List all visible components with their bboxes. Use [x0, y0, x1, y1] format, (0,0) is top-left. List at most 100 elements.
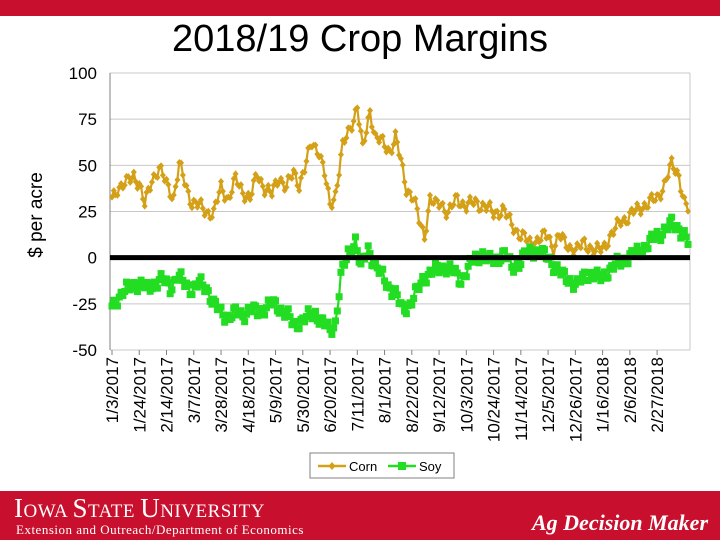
- soy-point: [515, 264, 523, 272]
- soy-point: [393, 291, 401, 299]
- corn-point: [301, 168, 308, 176]
- soy-point: [371, 259, 379, 267]
- x-tick-label: 9/12/2017: [430, 357, 449, 433]
- soy-point: [551, 264, 559, 272]
- soy-point: [115, 293, 123, 301]
- corn-point: [434, 196, 441, 204]
- corn-point: [121, 181, 128, 189]
- soy-point: [564, 279, 572, 287]
- corn-point: [172, 183, 179, 191]
- corn-point: [668, 154, 675, 162]
- soy-point: [430, 268, 438, 276]
- corn-line: [110, 105, 690, 259]
- corn-point: [368, 123, 375, 131]
- corn-point: [577, 244, 584, 252]
- corn-point: [138, 182, 145, 190]
- corn-point: [183, 182, 190, 190]
- corn-point: [508, 221, 515, 229]
- soy-point: [137, 276, 145, 284]
- corn-point: [399, 161, 406, 169]
- corn-point: [294, 182, 301, 190]
- y-axis-ticks: -50 -25 0 25 50 75 100: [69, 64, 97, 360]
- soy-point: [275, 309, 283, 317]
- corn-point: [208, 213, 215, 221]
- soy-point: [668, 213, 676, 221]
- soy-point: [237, 307, 245, 315]
- corn-point: [477, 206, 484, 214]
- soy-point: [568, 279, 576, 287]
- corn-point: [379, 132, 386, 140]
- soy-point: [304, 305, 312, 313]
- corn-point: [330, 196, 337, 204]
- soy-point: [433, 261, 441, 269]
- corn-point: [463, 207, 470, 215]
- soy-point: [133, 288, 141, 296]
- soy-point: [470, 258, 478, 266]
- soy-point: [346, 246, 354, 254]
- corn-point: [645, 203, 652, 211]
- soy-point: [261, 311, 269, 319]
- soy-point: [315, 320, 323, 328]
- x-tick-label: 8/1/2017: [376, 357, 395, 423]
- soy-point: [497, 257, 505, 265]
- soy-point: [680, 227, 688, 235]
- x-tick-label: 5/30/2017: [294, 357, 313, 433]
- soy-point: [221, 318, 229, 326]
- soy-point: [181, 283, 189, 291]
- soy-point: [333, 307, 341, 315]
- corn-point: [443, 214, 450, 222]
- corn-point: [265, 181, 272, 189]
- corn-point: [228, 188, 235, 196]
- soy-point: [593, 266, 601, 274]
- corn-point: [666, 161, 673, 169]
- corn-point: [445, 208, 452, 216]
- legend-soy-marker: [398, 462, 406, 470]
- corn-point: [454, 191, 461, 199]
- corn-point: [163, 175, 170, 183]
- corn-point: [297, 174, 304, 182]
- soy-point: [528, 249, 536, 257]
- corn-point: [250, 176, 257, 184]
- soy-point: [299, 314, 307, 322]
- soy-point: [155, 276, 163, 284]
- corn-point: [179, 171, 186, 179]
- soy-point: [282, 309, 290, 317]
- soy-point: [553, 261, 561, 269]
- corn-point: [652, 196, 659, 204]
- soy-point: [328, 330, 336, 338]
- corn-point: [501, 205, 508, 213]
- soy-point: [312, 307, 320, 315]
- corn-point: [592, 247, 599, 255]
- soy-point: [322, 322, 330, 330]
- soy-point: [235, 311, 243, 319]
- corn-point: [147, 186, 154, 194]
- soy-point: [357, 260, 365, 268]
- x-tick-label: 4/18/2017: [239, 357, 258, 433]
- legend-soy-label: Soy: [419, 459, 442, 474]
- soy-point: [295, 325, 303, 333]
- soy-point: [410, 294, 418, 302]
- corn-point: [685, 207, 691, 215]
- soy-point: [144, 280, 152, 288]
- soy-point: [141, 284, 149, 292]
- soy-point: [646, 234, 654, 242]
- soy-point: [426, 266, 434, 274]
- soy-point: [199, 281, 207, 289]
- corn-point: [365, 113, 372, 121]
- corn-point: [376, 138, 383, 146]
- corn-point: [283, 183, 290, 191]
- soy-point: [375, 269, 383, 277]
- x-tick-label: 1/3/2017: [103, 357, 122, 423]
- corn-point: [526, 234, 533, 242]
- soy-point: [659, 231, 667, 239]
- soy-point: [326, 326, 334, 334]
- corn-point: [517, 235, 524, 243]
- corn-point: [198, 196, 205, 204]
- soy-point: [580, 268, 588, 276]
- soy-point: [608, 262, 616, 270]
- soy-point: [341, 261, 349, 269]
- soy-point: [381, 277, 389, 285]
- corn-point: [343, 134, 350, 142]
- corn-point: [465, 199, 472, 207]
- corn-point: [514, 226, 521, 234]
